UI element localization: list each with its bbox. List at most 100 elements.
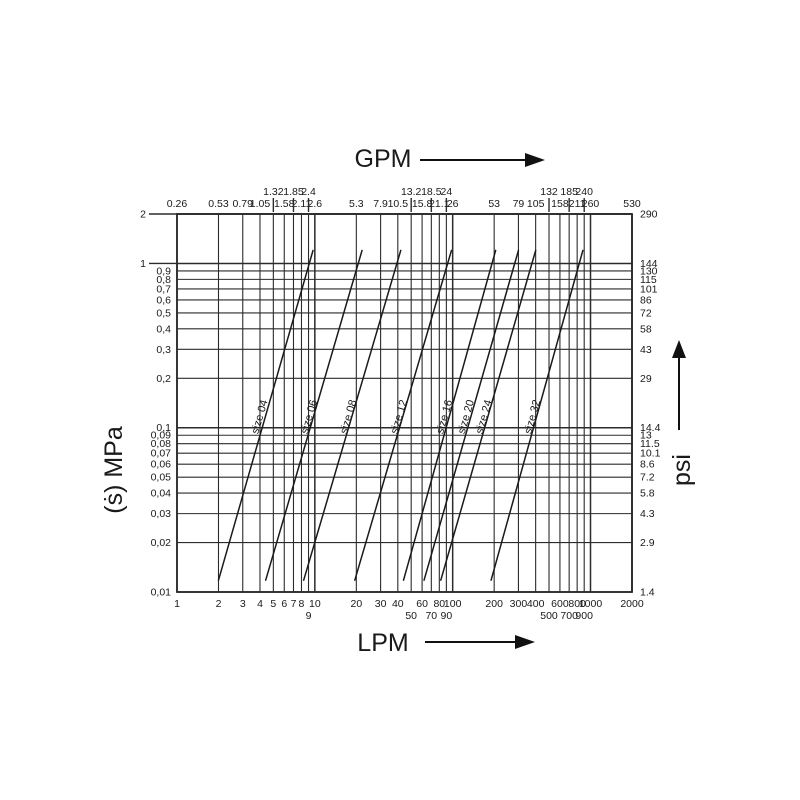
bottom-tick-label: 80: [433, 598, 445, 610]
bottom-tick-label: 200: [485, 598, 503, 610]
top-tick-label: 158: [551, 198, 569, 210]
right-tick-label: 7.2: [640, 472, 655, 484]
left-tick-label: 0,5: [156, 307, 171, 319]
left-tick-label: 0,9: [156, 265, 171, 277]
bottom-tick-label: 2: [216, 598, 222, 610]
right-tick-label: 130: [640, 265, 658, 277]
bottom-tick-label-offset: 500: [540, 610, 558, 622]
top-tick-label: 0.53: [208, 198, 229, 210]
bottom-tick-label-offset: 90: [441, 610, 453, 622]
top-tick-label: 1.05: [250, 198, 271, 210]
right-tick-label: 13: [640, 430, 652, 442]
bottom-tick-label: 3: [240, 598, 246, 610]
psi-axis-title: psi: [668, 454, 696, 486]
right-tick-label: 144: [640, 258, 658, 270]
curve-size-04: [217, 249, 314, 581]
top-tick-label: 21.1: [429, 198, 450, 210]
left-tick-label: 0,2: [156, 373, 171, 385]
right-tick-label: 290: [640, 209, 658, 221]
left-tick-label: 0,03: [151, 508, 172, 520]
top-tick-label: 53: [488, 198, 500, 210]
right-tick-label: 2.9: [640, 537, 655, 549]
bottom-tick-label: 60: [416, 598, 428, 610]
top-tick-label-offset: 13.2: [401, 186, 422, 198]
curve-size-08: [302, 249, 402, 581]
top-tick-label: 211: [569, 198, 586, 210]
bottom-tick-label: 40: [392, 598, 404, 610]
gpm-axis-title: GPM: [355, 145, 412, 173]
left-tick-label: 0,04: [151, 488, 172, 500]
bottom-tick-label: 800: [568, 598, 586, 610]
left-tick-label: 0,05: [151, 472, 172, 484]
right-tick-label: 86: [640, 294, 652, 306]
top-tick-label-offset: 18.5: [421, 186, 442, 198]
right-tick-label: 72: [640, 307, 652, 319]
bottom-tick-label: 5: [270, 598, 276, 610]
bottom-tick-label-offset: 9: [306, 610, 312, 622]
left-tick-label: 0,6: [156, 294, 171, 306]
top-tick-label: 10.5: [388, 198, 409, 210]
top-tick-label: 260: [582, 198, 600, 210]
curve-size-16: [402, 249, 497, 581]
top-tick-label: 26: [447, 198, 459, 210]
gpm-arrow-head: [525, 153, 545, 167]
right-tick-label: 4.3: [640, 508, 655, 520]
left-tick-label: 0,08: [151, 438, 172, 450]
bottom-tick-label-offset: 50: [405, 610, 417, 622]
bottom-tick-label: 4: [257, 598, 263, 610]
right-tick-label: 10.1: [640, 448, 661, 460]
curve-size-24: [440, 249, 537, 581]
right-tick-label: 115: [640, 274, 657, 286]
bottom-tick-label: 10: [309, 598, 321, 610]
top-tick-label: 5.3: [349, 198, 364, 210]
bottom-tick-label: 8: [299, 598, 305, 610]
top-tick-label: 15.8: [412, 198, 433, 210]
top-tick-label: 0.79: [233, 198, 254, 210]
right-tick-label: 58: [640, 323, 652, 335]
right-tick-label: 101: [640, 283, 658, 295]
bottom-tick-label: 600: [551, 598, 569, 610]
right-tick-label: 11.5: [640, 438, 660, 450]
left-tick-label: 2: [140, 209, 146, 221]
bottom-tick-label: 300: [510, 598, 528, 610]
left-tick-label: 1: [140, 258, 146, 270]
curve-size-32: [490, 249, 584, 581]
curve-size-20: [423, 249, 520, 581]
bottom-tick-label: 30: [375, 598, 387, 610]
mpa-axis-title: (ṡ) MPa: [100, 426, 128, 514]
bottom-tick-label-offset: 700: [560, 610, 578, 622]
top-tick-label: 1.58: [274, 198, 295, 210]
bottom-tick-label: 400: [527, 598, 545, 610]
left-tick-label: 0,01: [151, 587, 172, 599]
right-tick-label: 5.8: [640, 488, 655, 500]
bottom-tick-label: 1: [174, 598, 180, 610]
top-tick-label-offset: 132: [540, 186, 558, 198]
bottom-tick-label: 2000: [620, 598, 644, 610]
bottom-tick-label: 6: [281, 598, 287, 610]
top-tick-label-offset: 240: [575, 186, 593, 198]
right-tick-label: 43: [640, 344, 652, 356]
top-tick-label-offset: 185: [560, 186, 578, 198]
bottom-tick-label: 100: [444, 598, 462, 610]
bottom-tick-label-offset: 70: [425, 610, 437, 622]
top-tick-label: 7.9: [373, 198, 388, 210]
top-tick-label-offset: 24: [441, 186, 453, 198]
left-tick-label: 0,8: [156, 274, 171, 286]
top-tick-label-offset: 1.32: [263, 186, 284, 198]
left-tick-label: 0,09: [151, 430, 172, 442]
top-tick-label-offset: 2.4: [301, 186, 316, 198]
left-tick-label: 0,1: [156, 422, 171, 434]
bottom-tick-label-offset: 900: [575, 610, 593, 622]
right-tick-label: 29: [640, 373, 652, 385]
bottom-tick-label: 7: [291, 598, 297, 610]
psi-arrow-head: [672, 340, 686, 358]
top-tick-label: 0.26: [167, 198, 188, 210]
plot-frame: [176, 213, 633, 593]
left-tick-label: 0,02: [151, 537, 172, 549]
left-tick-label: 0,07: [151, 448, 172, 460]
bottom-tick-label: 1000: [579, 598, 603, 610]
curve-size-12: [354, 249, 453, 581]
